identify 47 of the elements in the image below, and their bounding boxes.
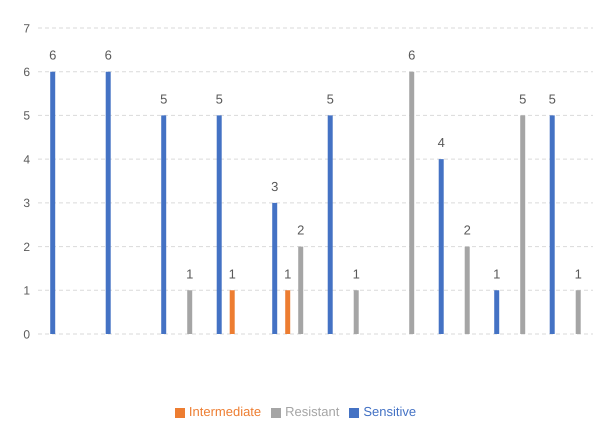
data-label: 5 <box>160 91 168 106</box>
data-label: 5 <box>216 91 223 106</box>
bar <box>550 115 555 334</box>
data-label: 4 <box>438 135 445 150</box>
bar <box>285 290 290 334</box>
legend-label: Intermediate <box>188 404 262 419</box>
bar <box>187 290 192 334</box>
data-label: 2 <box>464 222 471 238</box>
data-label: 6 <box>104 48 112 63</box>
bar <box>464 246 470 334</box>
data-label: 1 <box>493 266 500 282</box>
data-label: 2 <box>297 222 304 238</box>
data-label: 6 <box>408 48 416 63</box>
bar <box>50 72 56 334</box>
data-label: 5 <box>548 91 556 106</box>
legend-label: Resistant <box>285 404 340 419</box>
y-tick-label: 7 <box>23 21 30 36</box>
data-label: 1 <box>228 266 236 282</box>
data-label: 1 <box>186 266 194 282</box>
data-label: 5 <box>519 91 526 106</box>
data-label: 1 <box>352 266 360 282</box>
bar <box>328 115 333 334</box>
data-label: 6 <box>49 48 56 63</box>
data-label: 1 <box>284 266 292 282</box>
bar <box>216 115 222 334</box>
data-label: 5 <box>326 91 334 106</box>
bar <box>354 290 359 334</box>
data-label: 3 <box>271 178 278 194</box>
y-tick-label: 3 <box>23 196 30 210</box>
y-tick-label: 0 <box>23 327 30 342</box>
bar <box>438 159 444 334</box>
bar <box>106 72 111 334</box>
bar <box>576 290 581 334</box>
bar <box>161 115 166 334</box>
bar <box>298 246 304 334</box>
bar <box>230 290 235 334</box>
legend-label: Sensitive <box>363 404 416 419</box>
y-tick-label: 4 <box>23 152 30 166</box>
bar <box>520 115 526 334</box>
bar <box>409 72 414 334</box>
bar <box>494 290 500 334</box>
y-tick-label: 5 <box>23 108 30 123</box>
bar <box>272 202 278 334</box>
y-tick-label: 1 <box>23 284 30 298</box>
y-tick-label: 2 <box>23 240 30 254</box>
data-label: 1 <box>574 266 582 282</box>
y-tick-label: 6 <box>23 64 30 79</box>
